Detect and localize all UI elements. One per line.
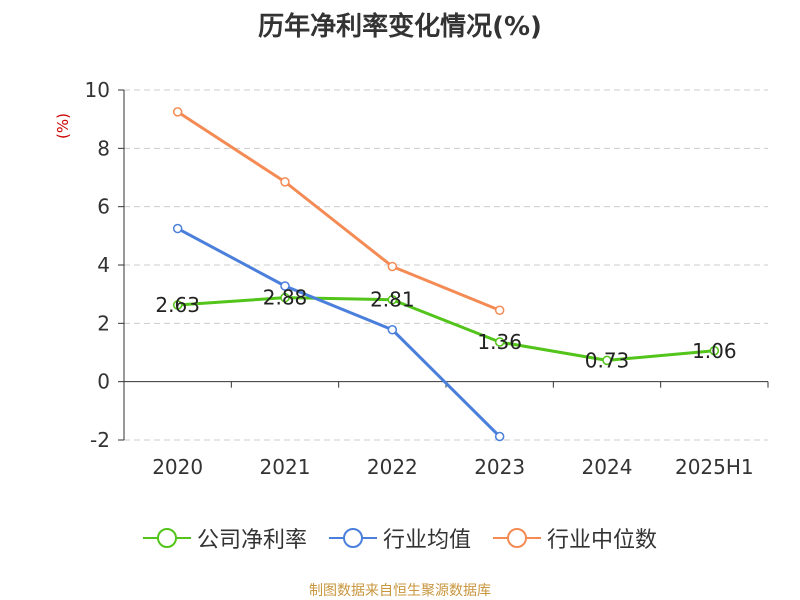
- y-axis-label: (%): [54, 113, 72, 139]
- x-tick-label: 2025H1: [675, 455, 754, 479]
- data-point: [172, 107, 183, 117]
- tick-labels: -2 0 2 4 6 8 10 2020 2021 2022 2023 2024 2025H1: [85, 78, 754, 479]
- data-point: [387, 294, 398, 305]
- legend: 公司净利率 行业均值 行业中位数: [0, 516, 800, 560]
- y-tick-label: -2: [90, 428, 110, 452]
- legend-marker-icon: [328, 526, 377, 550]
- data-point: [172, 223, 183, 234]
- series-line: [176, 227, 501, 438]
- source-note: 制图数据来自恒生聚源数据库: [309, 583, 491, 599]
- series-line: [176, 110, 501, 312]
- data-point: [280, 281, 290, 291]
- y-tick-label: 4: [97, 253, 110, 277]
- legend-marker-icon: [493, 526, 541, 550]
- y-tick-label: 8: [97, 136, 110, 160]
- legend-item[interactable]: 公司净利率: [142, 522, 307, 554]
- grid-lines: [124, 89, 768, 441]
- legend-item[interactable]: 行业均值: [328, 522, 471, 554]
- y-tick-label: 0: [97, 370, 110, 394]
- series-line: [177, 296, 715, 362]
- data-point: [280, 292, 290, 303]
- legend-label: 行业中位数: [547, 528, 658, 553]
- line-chart: -2 0 2 4 6 8 10 2020 2021 2022 2023 2024 2025H1 2.63…: [54, 78, 769, 479]
- x-tick-label: 2021: [260, 455, 311, 479]
- data-point: [494, 305, 505, 315]
- data-point: [387, 261, 398, 272]
- legend-label: 公司净利率: [196, 528, 307, 553]
- data-point: [280, 177, 290, 187]
- data-point: [387, 325, 398, 335]
- data-point: [602, 355, 612, 366]
- data-point: [172, 300, 183, 310]
- chart-title: 历年净利率变化情况(%): [258, 12, 542, 42]
- data-label: 2.88: [263, 286, 308, 310]
- data-label: 2.63: [155, 293, 200, 317]
- series-lines: [176, 110, 715, 438]
- legend-marker-icon: [142, 526, 191, 550]
- data-label: 0.73: [585, 348, 630, 372]
- legend-label: 行业均值: [382, 528, 471, 553]
- x-tick-label: 2022: [367, 455, 418, 479]
- x-tick-label: 2023: [474, 455, 525, 479]
- y-tick-label: 6: [97, 195, 110, 219]
- data-labels: 2.63 2.88 2.81 1.36 0.73 1.06: [155, 286, 736, 373]
- data-point: [709, 346, 720, 356]
- data-point: [494, 431, 505, 442]
- series-points: [172, 107, 720, 442]
- y-tick-label: 10: [85, 78, 110, 102]
- x-tick-label: 2020: [152, 455, 203, 479]
- data-point: [494, 337, 505, 347]
- data-label: 2.81: [370, 288, 415, 312]
- data-label: 1.06: [692, 339, 737, 363]
- y-tick-label: 2: [97, 311, 110, 335]
- x-tick-label: 2024: [582, 455, 633, 479]
- legend-item[interactable]: 行业中位数: [493, 522, 657, 554]
- data-label: 1.36: [477, 330, 522, 354]
